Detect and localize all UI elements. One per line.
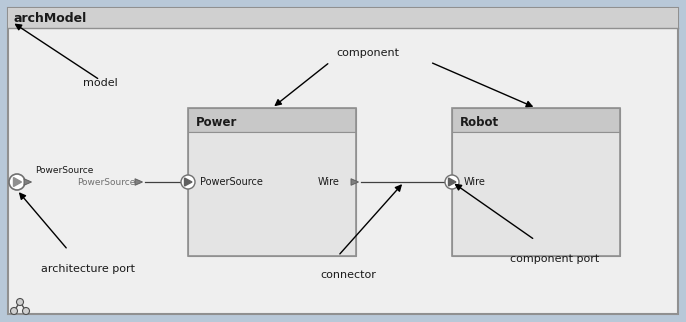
Text: component: component: [337, 48, 399, 58]
Circle shape: [445, 175, 459, 189]
Text: Robot: Robot: [460, 116, 499, 128]
Text: Power: Power: [196, 116, 237, 128]
Polygon shape: [14, 177, 21, 186]
FancyBboxPatch shape: [8, 8, 678, 28]
Circle shape: [181, 175, 195, 189]
FancyBboxPatch shape: [8, 8, 678, 314]
Text: Wire: Wire: [318, 177, 340, 187]
Circle shape: [23, 308, 29, 315]
FancyBboxPatch shape: [452, 108, 620, 132]
Polygon shape: [351, 179, 359, 185]
Text: Wire: Wire: [464, 177, 486, 187]
Polygon shape: [449, 178, 456, 186]
FancyBboxPatch shape: [188, 132, 356, 256]
Circle shape: [9, 174, 25, 190]
Circle shape: [16, 298, 23, 306]
Polygon shape: [135, 179, 143, 185]
Text: archModel: archModel: [14, 12, 87, 24]
Text: architecture port: architecture port: [41, 264, 135, 274]
Polygon shape: [185, 178, 192, 186]
Circle shape: [10, 308, 18, 315]
Text: connector: connector: [320, 270, 376, 280]
FancyBboxPatch shape: [188, 108, 356, 132]
Text: component port: component port: [510, 254, 600, 264]
Text: model: model: [82, 78, 117, 88]
FancyBboxPatch shape: [452, 132, 620, 256]
Text: PowerSource: PowerSource: [200, 177, 263, 187]
Text: PowerSource: PowerSource: [77, 177, 135, 186]
Text: PowerSource: PowerSource: [35, 166, 93, 175]
Polygon shape: [24, 179, 32, 185]
